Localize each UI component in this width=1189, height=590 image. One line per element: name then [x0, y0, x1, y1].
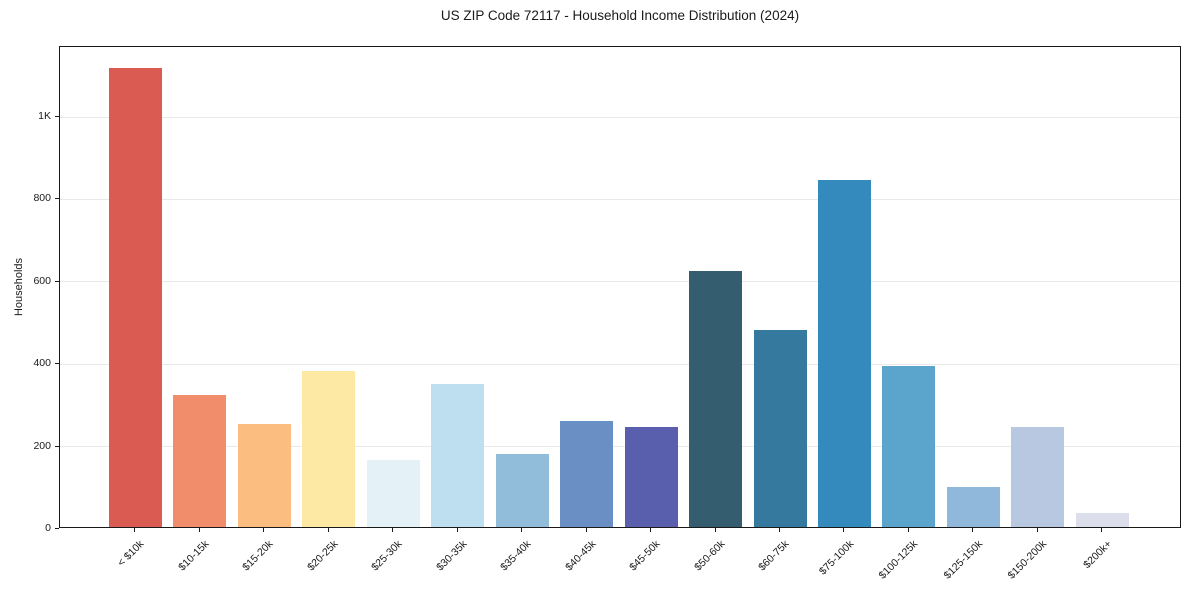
- x-tick-label-text: $125-150k: [941, 538, 985, 582]
- gridline-200: [60, 446, 1180, 448]
- x-tick-label-$125-150k: $125-150k: [927, 534, 985, 582]
- x-tick-label-$60-75k: $60-75k: [745, 534, 791, 573]
- bar-$125-150k: [946, 487, 1000, 527]
- x-tick-label-$200k+: $200k+: [1071, 534, 1114, 571]
- x-tick-mark-$50-60k: [714, 528, 716, 532]
- x-tick-label-$30-35k: $30-35k: [423, 534, 469, 573]
- bar-$50-60k: [689, 270, 743, 527]
- x-tick-label-text: $75-100k: [816, 538, 856, 578]
- gridline-600: [60, 281, 1180, 283]
- x-tick-label-$100-125k: $100-125k: [862, 534, 921, 582]
- x-tick-label-$15-20k: $15-20k: [229, 534, 275, 573]
- x-tick-mark-$200k+: [1101, 528, 1103, 532]
- bar-$15-20k: [237, 424, 291, 527]
- x-tick-label-text: $100-125k: [876, 538, 921, 582]
- y-tick-label-0: 0: [45, 522, 51, 534]
- x-tick-label-$20-25k: $20-25k: [294, 534, 340, 573]
- bar-$40-45k: [560, 420, 614, 527]
- y-tick-mark-600: [55, 280, 59, 282]
- x-tick-label-< $10k: < $10k: [106, 534, 147, 569]
- bar-< $10k: [108, 67, 162, 527]
- x-tick-label-$25-30k: $25-30k: [358, 534, 404, 573]
- bar-$75-100k: [817, 180, 871, 527]
- gridline-800: [60, 198, 1180, 200]
- y-tick-mark-400: [55, 363, 59, 365]
- x-tick-mark-$40-45k: [585, 528, 587, 532]
- bar-$10-15k: [173, 395, 227, 527]
- y-tick-label-1K: 1K: [38, 110, 51, 123]
- bar-$35-40k: [495, 453, 549, 527]
- bar-$20-25k: [302, 371, 356, 527]
- bar-$200k+: [1075, 513, 1129, 527]
- x-tick-mark-$100-125k: [907, 528, 909, 532]
- plot-area: [59, 46, 1181, 528]
- x-tick-mark-$45-50k: [650, 528, 652, 532]
- x-tick-label-text: $15-20k: [240, 538, 276, 574]
- x-tick-mark-$75-100k: [843, 528, 845, 532]
- x-tick-label-text: $20-25k: [304, 538, 341, 574]
- x-tick-mark-$30-35k: [456, 528, 458, 532]
- x-tick-label-text: $200k+: [1080, 538, 1114, 572]
- x-tick-label-text: $10-15k: [175, 538, 212, 574]
- x-tick-label-$10-15k: $10-15k: [165, 534, 211, 573]
- y-tick-mark-0: [55, 528, 59, 529]
- y-tick-label-600: 600: [33, 274, 51, 287]
- x-tick-label-text: $30-35k: [433, 538, 470, 574]
- y-tick-mark-800: [55, 198, 59, 200]
- x-tick-label-text: < $10k: [115, 538, 147, 569]
- x-tick-mark-$15-20k: [263, 528, 265, 532]
- y-tick-label-200: 200: [33, 439, 51, 452]
- x-tick-label-text: $60-75k: [756, 538, 792, 574]
- x-tick-mark-$25-30k: [392, 528, 394, 532]
- y-tick-mark-1K: [55, 116, 59, 118]
- bar-$30-35k: [431, 383, 485, 527]
- x-tick-label-$75-100k: $75-100k: [804, 534, 856, 577]
- x-tick-label-$50-60k: $50-60k: [681, 534, 727, 573]
- y-tick-mark-200: [55, 445, 59, 447]
- x-tick-mark-$60-75k: [779, 528, 780, 532]
- y-tick-label-400: 400: [33, 357, 51, 370]
- x-tick-mark-$150-200k: [1036, 528, 1038, 532]
- x-tick-mark-< $10k: [134, 528, 136, 532]
- gridline-1K: [60, 116, 1180, 118]
- x-tick-label-$150-200k: $150-200k: [991, 534, 1050, 582]
- x-tick-mark-$125-150k: [972, 528, 974, 532]
- x-tick-mark-$35-40k: [521, 528, 523, 532]
- bar-$25-30k: [366, 460, 420, 527]
- bar-$45-50k: [624, 426, 678, 527]
- x-tick-label-text: $45-50k: [627, 538, 663, 574]
- x-tick-label-text: $50-60k: [691, 538, 728, 574]
- x-tick-label-text: $150-200k: [1005, 538, 1050, 582]
- x-tick-label-text: $40-45k: [562, 538, 599, 574]
- bar-$150-200k: [1011, 426, 1065, 527]
- x-tick-label-$45-50k: $45-50k: [616, 534, 662, 573]
- x-tick-label-text: $25-30k: [369, 538, 405, 574]
- gridline-400: [60, 363, 1180, 365]
- bar-$100-125k: [882, 366, 936, 527]
- x-tick-mark-$20-25k: [327, 528, 329, 532]
- x-tick-label-$35-40k: $35-40k: [487, 534, 533, 573]
- x-tick-mark-$10-15k: [198, 528, 200, 532]
- bar-$60-75k: [753, 330, 807, 527]
- x-tick-label-$40-45k: $40-45k: [552, 534, 598, 573]
- y-tick-label-800: 800: [33, 192, 51, 205]
- chart-title: US ZIP Code 72117 - Household Income Dis…: [440, 8, 800, 23]
- x-tick-label-text: $35-40k: [498, 538, 534, 574]
